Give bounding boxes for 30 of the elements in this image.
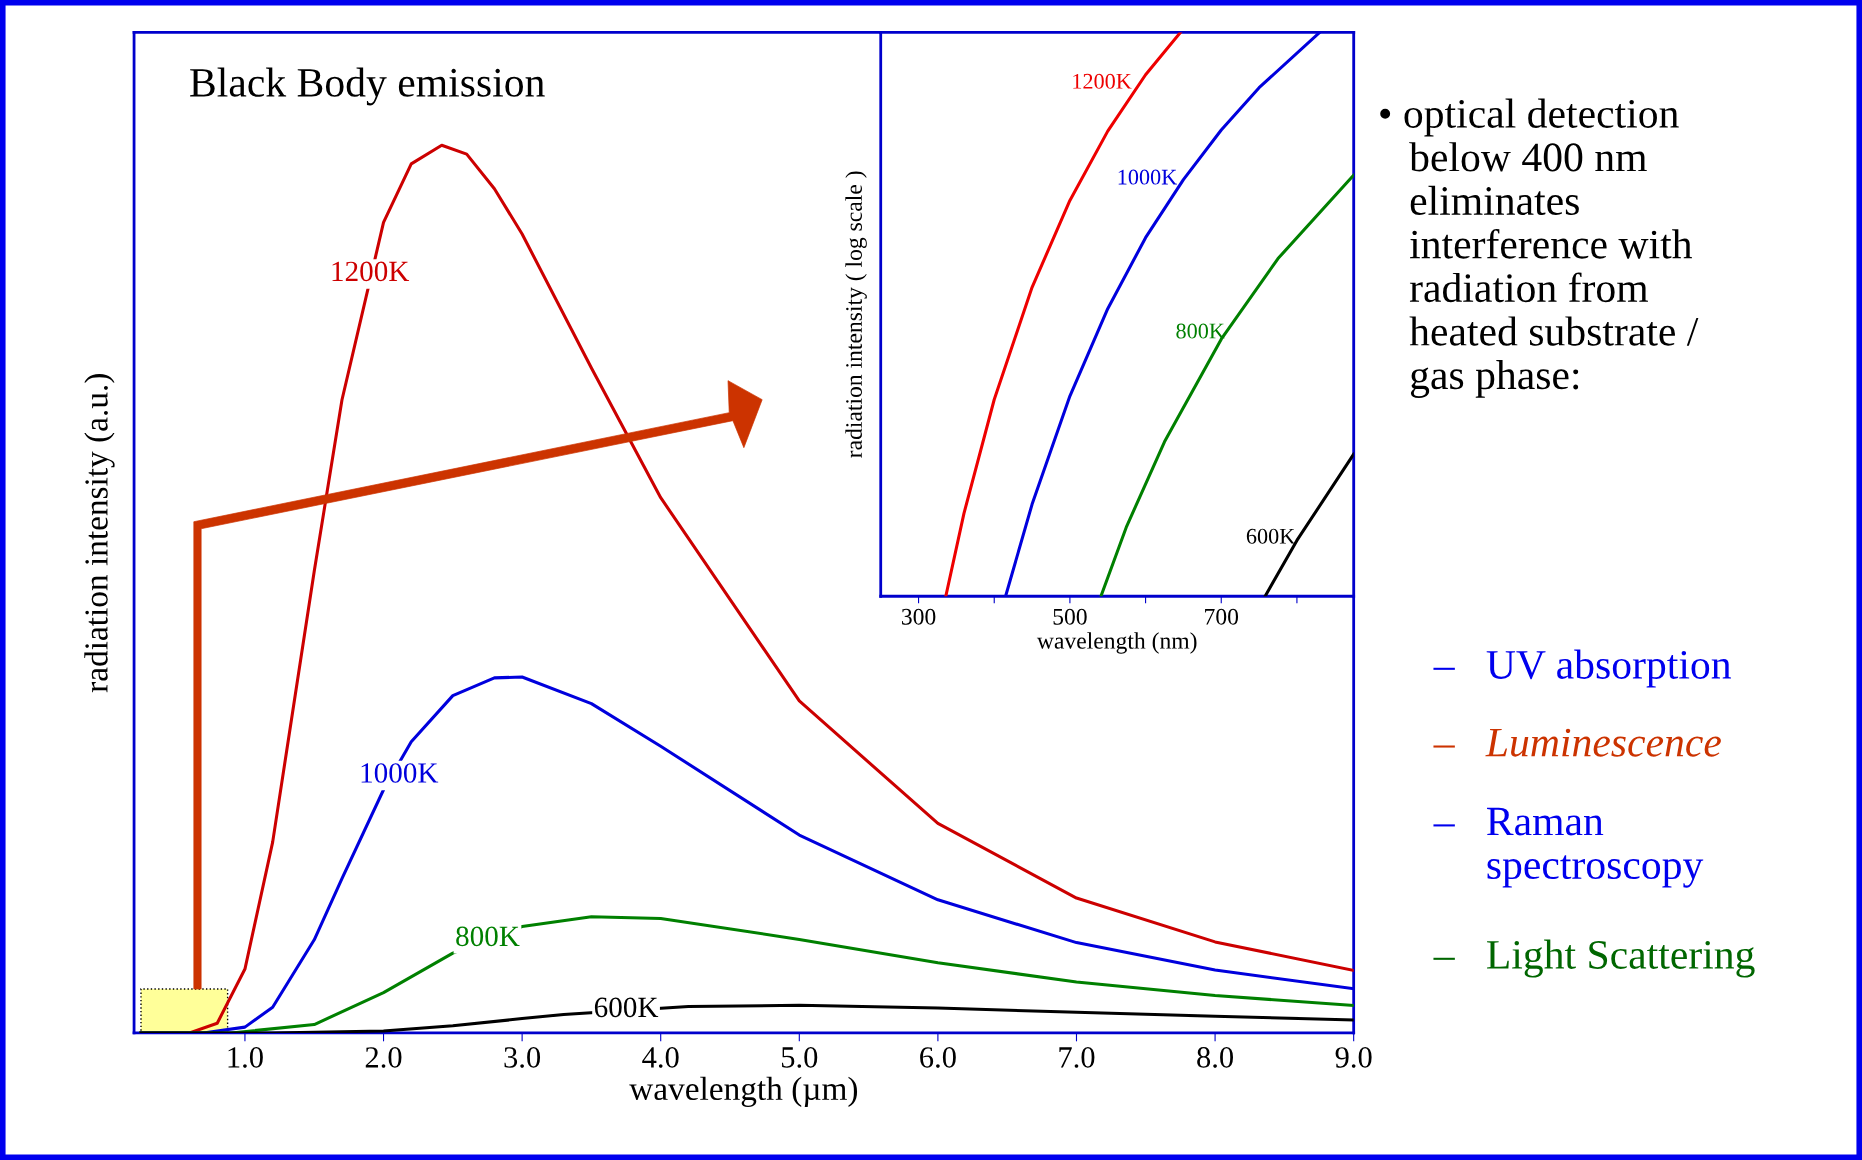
x-tick-label: 8.0 — [1197, 1047, 1234, 1068]
x-tick-label: 9.0 — [1335, 1047, 1372, 1068]
annotation: 800K — [456, 926, 520, 947]
text: – Luminescence — [1433, 728, 1721, 757]
text: – Raman spectroscopy — [1433, 807, 1704, 888]
annotation: 600K — [1246, 528, 1296, 544]
x-tick-label: 700 — [1205, 608, 1239, 625]
x-tick-label: 2.0 — [365, 1047, 402, 1068]
annotation: 800K — [1176, 323, 1225, 339]
annotation: 1200K — [1073, 73, 1132, 89]
x-tick-label: 1.0 — [228, 1047, 263, 1068]
y-axis-title: radiation intensity (a.u.) — [84, 374, 115, 693]
x-tick-label: 6.0 — [920, 1047, 956, 1068]
annotation: 1200K — [332, 261, 410, 282]
chart-title: Black Body emission — [190, 67, 545, 106]
x-axis-title: wavelength (µm) — [629, 1076, 858, 1107]
annotation: 600K — [594, 997, 659, 1018]
x-tick-label: 4.0 — [642, 1047, 679, 1068]
x-tick-label: 500 — [1053, 608, 1087, 625]
x-axis-title: wavelength (nm) — [1036, 632, 1197, 654]
annotation: 1000K — [361, 763, 439, 783]
text: • optical detection below 400 nm eliminates interference with radiation from heated substrate / gas phase: — [1380, 98, 1699, 398]
x-tick-label: 7.0 — [1059, 1047, 1095, 1068]
text: – Light Scattering — [1433, 939, 1755, 978]
y-axis-title: radiation intensity ( log scale ) — [845, 171, 867, 458]
x-tick-label: 5.0 — [781, 1047, 818, 1068]
annotation: 1000K — [1118, 169, 1177, 185]
x-tick-label: 3.0 — [504, 1047, 541, 1068]
x-tick-label: 300 — [901, 608, 936, 625]
text: – UV absorption — [1433, 649, 1731, 688]
